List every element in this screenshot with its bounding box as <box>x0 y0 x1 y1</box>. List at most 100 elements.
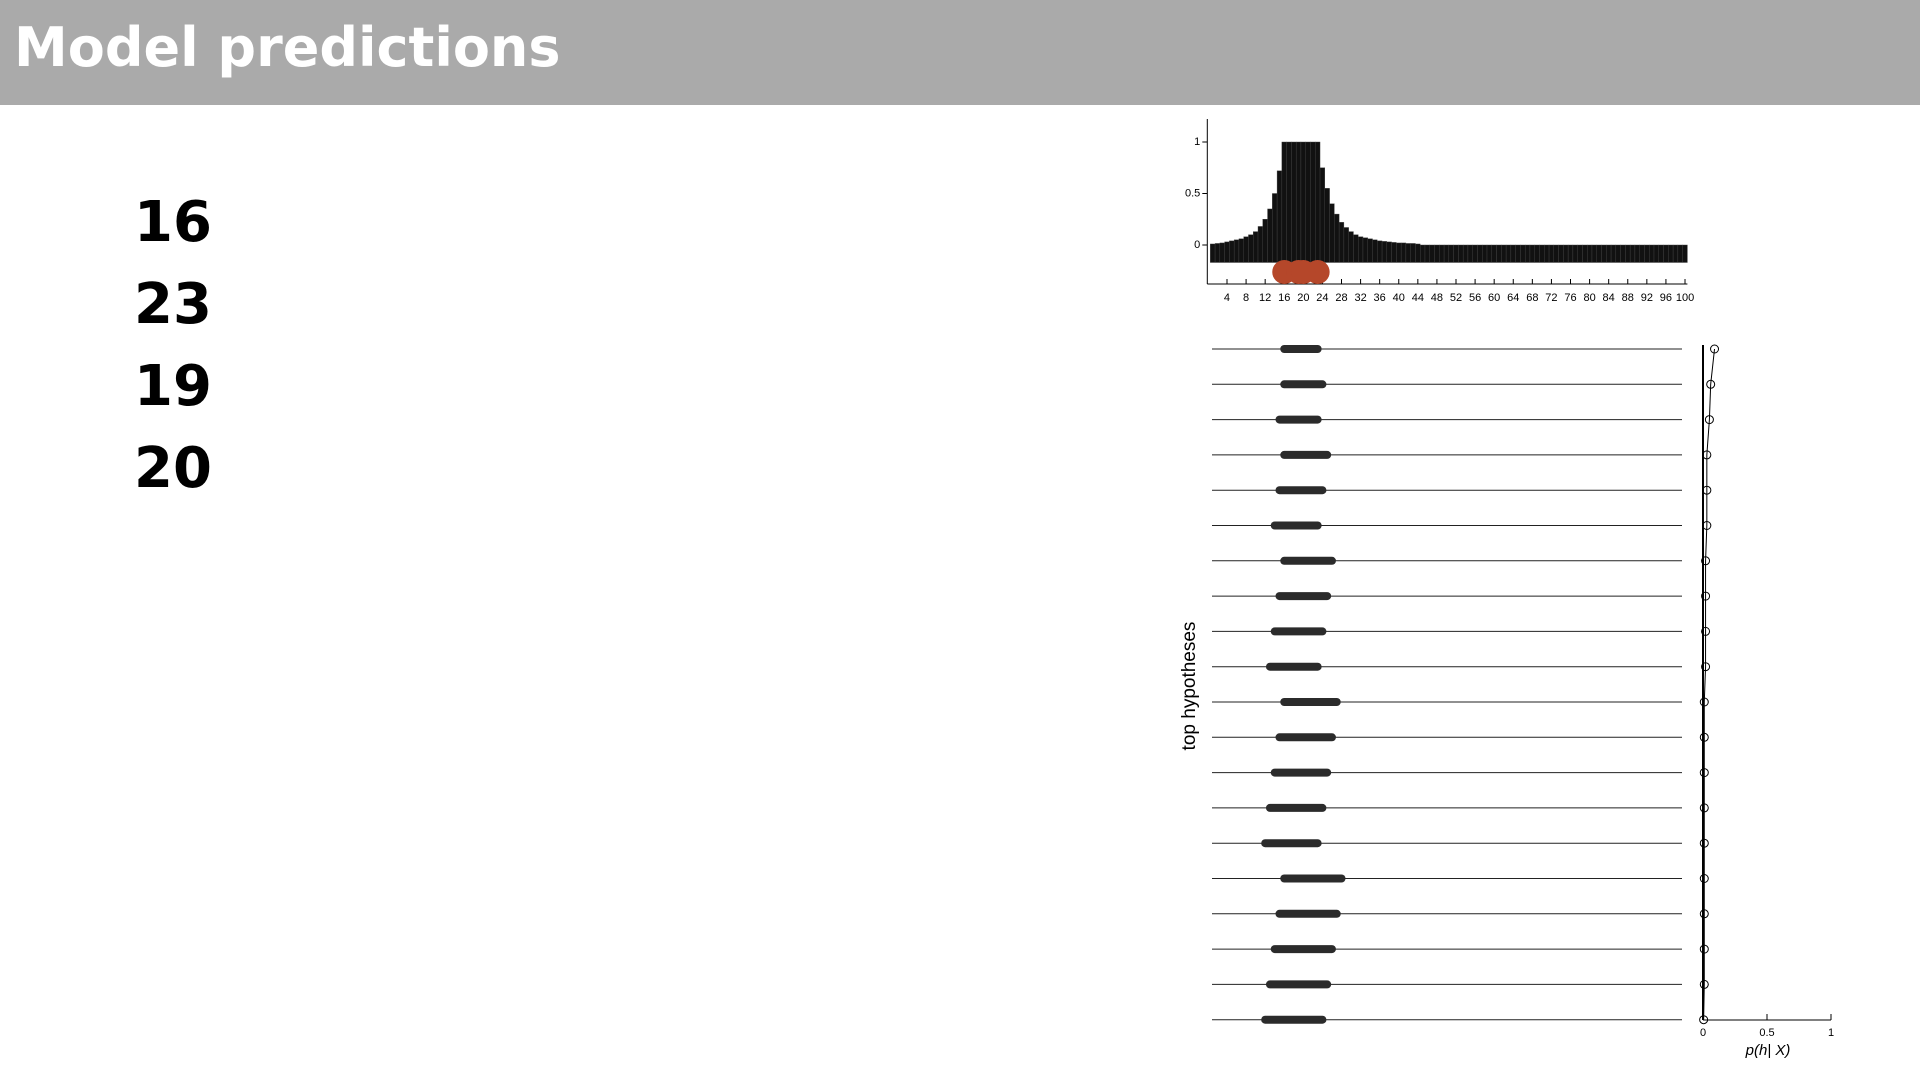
bar <box>1353 234 1359 263</box>
bar <box>1348 231 1354 263</box>
x-tick-label: 96 <box>1660 292 1672 304</box>
bar <box>1591 244 1597 263</box>
bar <box>1405 243 1411 263</box>
x-tick-label: 52 <box>1450 292 1462 304</box>
x-tick-label: 36 <box>1374 292 1386 304</box>
bar <box>1458 244 1464 263</box>
bar <box>1396 242 1402 263</box>
bar <box>1496 244 1502 263</box>
bar <box>1400 242 1407 263</box>
posterior-dot <box>1701 662 1711 672</box>
posterior-dot <box>1701 626 1711 636</box>
bar <box>1372 239 1378 263</box>
x-tick-label: 68 <box>1526 292 1538 304</box>
x-tick-label: 56 <box>1469 292 1481 304</box>
bar <box>1367 238 1373 263</box>
bar <box>1343 227 1349 263</box>
bar <box>1482 244 1488 263</box>
list-item: 23 <box>134 272 212 337</box>
bar <box>1582 244 1588 263</box>
y-tick-label: 0.5 <box>1185 187 1200 199</box>
x-tick-label: 100 <box>1676 292 1694 304</box>
bar <box>1229 240 1235 263</box>
header: Model predictions <box>0 0 1920 105</box>
bar <box>1501 244 1507 263</box>
posterior-dot <box>1699 979 1709 989</box>
bar <box>1338 222 1345 263</box>
bar <box>1682 244 1688 263</box>
bar <box>1644 244 1650 263</box>
bar <box>1467 244 1473 263</box>
x-tick-label: 24 <box>1316 292 1328 304</box>
y-axis-label: top hypotheses <box>1179 622 1200 751</box>
bar <box>1634 244 1640 263</box>
bar <box>1653 244 1659 263</box>
bar <box>1262 219 1268 263</box>
bar <box>1391 242 1397 263</box>
bar <box>1257 226 1263 263</box>
x-tick-label: 80 <box>1583 292 1595 304</box>
bar <box>1658 244 1664 263</box>
bar <box>1472 244 1478 263</box>
bar <box>1429 244 1435 263</box>
bar <box>1295 141 1302 263</box>
posterior-dot <box>1699 909 1709 919</box>
bar <box>1601 244 1607 263</box>
posterior-dot <box>1701 556 1711 566</box>
example-dot <box>1291 260 1316 284</box>
posterior-dot <box>1699 874 1709 883</box>
bar <box>1291 141 1297 263</box>
bar <box>1677 244 1683 263</box>
list-item: 19 <box>134 354 212 419</box>
x-tick-label: 64 <box>1507 292 1519 304</box>
bar <box>1544 244 1550 263</box>
x-tick-label: 1 <box>1828 1027 1834 1039</box>
bar <box>1663 244 1669 263</box>
posterior-dot <box>1702 485 1712 495</box>
x-tick-label: 8 <box>1243 292 1249 304</box>
slide-title: Model predictions <box>14 16 561 79</box>
x-tick-label: 88 <box>1622 292 1634 304</box>
bar <box>1587 244 1593 263</box>
x-tick-label: 20 <box>1297 292 1309 304</box>
bar <box>1267 208 1273 263</box>
bar <box>1253 231 1259 263</box>
bar <box>1362 237 1368 263</box>
bar <box>1524 244 1531 263</box>
x-tick-label: 16 <box>1278 292 1290 304</box>
bar <box>1572 244 1578 263</box>
posterior-dot <box>1699 697 1709 707</box>
bar <box>1668 244 1674 263</box>
bar <box>1477 244 1483 263</box>
y-tick-label: 1 <box>1194 136 1200 148</box>
bar <box>1381 241 1388 263</box>
bar <box>1548 244 1555 263</box>
x-axis-label: p(h| X) <box>1745 1042 1791 1059</box>
bar <box>1386 241 1392 263</box>
bar <box>1214 243 1221 263</box>
x-tick-label: 84 <box>1603 292 1615 304</box>
posterior-dot <box>1706 379 1716 389</box>
bar <box>1439 244 1445 263</box>
bar <box>1620 244 1626 263</box>
bar <box>1276 170 1283 263</box>
bar <box>1553 244 1559 263</box>
bar <box>1606 244 1612 263</box>
bar <box>1443 244 1450 263</box>
bar <box>1334 213 1340 263</box>
bar <box>1563 244 1569 263</box>
x-tick-label: 4 <box>1224 292 1230 304</box>
posterior-line <box>1703 348 1716 1020</box>
posterior-dot <box>1701 591 1711 601</box>
x-tick-label: 0.5 <box>1759 1027 1774 1039</box>
bar <box>1324 188 1330 263</box>
bar <box>1315 141 1321 263</box>
bar <box>1272 193 1278 263</box>
posterior-dot <box>1699 768 1709 778</box>
x-tick-label: 28 <box>1335 292 1347 304</box>
bar <box>1319 167 1326 263</box>
bar <box>1224 241 1230 263</box>
bar <box>1238 238 1244 263</box>
posterior-dot <box>1699 944 1709 954</box>
